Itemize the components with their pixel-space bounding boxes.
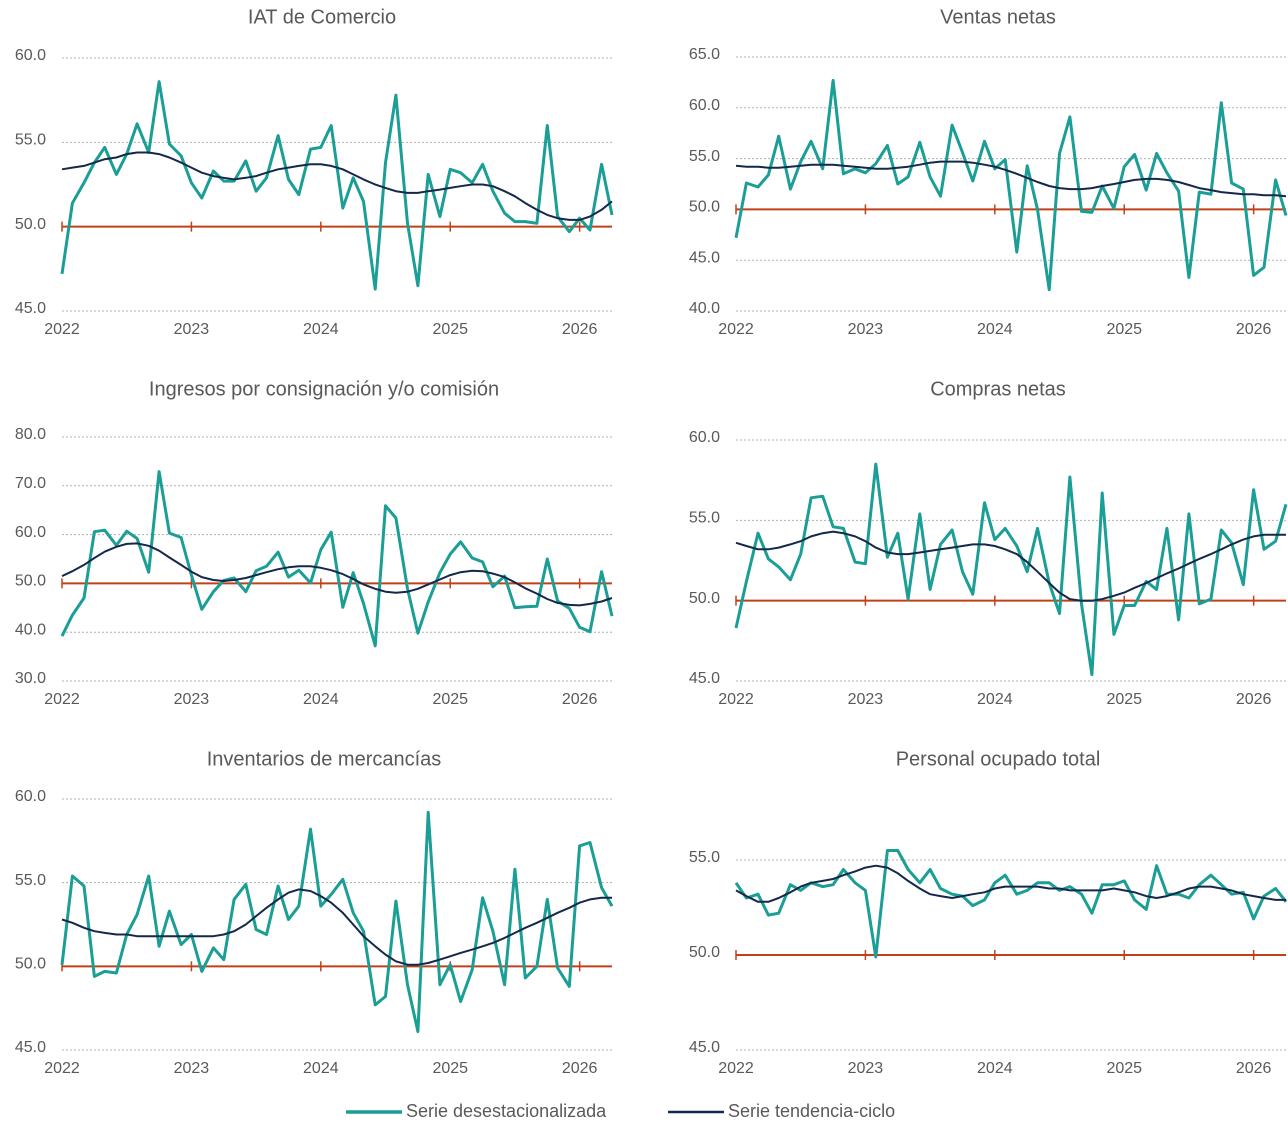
chart-title: IAT de Comercio bbox=[248, 6, 396, 28]
y-tick-label: 60.0 bbox=[15, 788, 46, 805]
series-line bbox=[734, 462, 1288, 677]
x-tick-label: 2026 bbox=[562, 321, 598, 338]
x-tick-label: 2025 bbox=[432, 321, 468, 338]
y-tick-label: 45.0 bbox=[15, 300, 46, 317]
series-line bbox=[60, 470, 614, 648]
series-line bbox=[60, 810, 614, 1034]
y-tick-label: 70.0 bbox=[15, 475, 46, 492]
x-tick-label: 2023 bbox=[848, 1060, 884, 1077]
x-tick-label: 2024 bbox=[303, 321, 339, 338]
x-tick-label: 2025 bbox=[1106, 1060, 1142, 1077]
chart-title: Ingresos por consignación y/o comisión bbox=[149, 378, 499, 400]
y-tick-label: 50.0 bbox=[689, 944, 720, 961]
series-line bbox=[735, 864, 1286, 903]
x-tick-label: 2026 bbox=[562, 691, 598, 708]
x-tick-label: 2023 bbox=[174, 321, 210, 338]
y-tick-label: 45.0 bbox=[689, 249, 720, 266]
y-tick-label: 60.0 bbox=[15, 524, 46, 541]
legend: Serie desestacionalizada Serie tendencia-… bbox=[346, 1101, 895, 1121]
legend-label: Serie desestacionalizada bbox=[406, 1101, 607, 1121]
x-tick-label: 2025 bbox=[432, 691, 468, 708]
y-tick-label: 50.0 bbox=[15, 216, 46, 233]
x-tick-label: 2026 bbox=[1236, 321, 1272, 338]
y-tick-label: 45.0 bbox=[689, 1039, 720, 1056]
line-chart: Inventarios de mercancías 45.0 50.0 55.0 60.… bbox=[15, 748, 614, 1077]
x-tick-label: 2022 bbox=[44, 321, 80, 338]
y-tick-label: 55.0 bbox=[15, 132, 46, 149]
x-tick-label: 2024 bbox=[303, 691, 339, 708]
chart-title: Compras netas bbox=[930, 378, 1066, 400]
x-tick-label: 2025 bbox=[1106, 691, 1142, 708]
x-tick-label: 2025 bbox=[432, 1060, 468, 1077]
x-tick-label: 2023 bbox=[174, 691, 210, 708]
x-tick-label: 2023 bbox=[848, 691, 884, 708]
x-tick-label: 2022 bbox=[718, 321, 754, 338]
chart-title: Inventarios de mercancías bbox=[207, 748, 442, 770]
y-tick-label: 45.0 bbox=[15, 1039, 46, 1056]
y-tick-label: 40.0 bbox=[15, 621, 46, 638]
series-line bbox=[735, 160, 1287, 198]
y-tick-label: 80.0 bbox=[15, 426, 46, 443]
y-tick-label: 50.0 bbox=[15, 956, 46, 973]
line-chart: Compras netas 45.0 50.0 55.0 60.0 2022 2023 202… bbox=[689, 378, 1288, 708]
y-tick-label: 65.0 bbox=[689, 46, 720, 63]
y-tick-label: 55.0 bbox=[689, 510, 720, 527]
y-tick-label: 60.0 bbox=[15, 47, 46, 64]
x-tick-label: 2026 bbox=[1236, 691, 1272, 708]
chart-title: Personal ocupado total bbox=[896, 748, 1101, 770]
series-line bbox=[61, 888, 612, 966]
x-tick-label: 2026 bbox=[1236, 1060, 1272, 1077]
y-tick-label: 55.0 bbox=[15, 872, 46, 889]
x-tick-label: 2024 bbox=[303, 1060, 339, 1077]
x-tick-label: 2024 bbox=[977, 691, 1013, 708]
y-tick-label: 55.0 bbox=[689, 148, 720, 165]
y-tick-label: 50.0 bbox=[689, 590, 720, 607]
line-chart: Ingresos por consignación y/o comisión 30… bbox=[15, 378, 614, 708]
legend-label: Serie tendencia-ciclo bbox=[728, 1101, 895, 1121]
series-line bbox=[735, 530, 1286, 602]
x-tick-label: 2022 bbox=[44, 1060, 80, 1077]
line-chart: Ventas netas 40.0 45.0 50.0 55.0 60.0 65.0 2022… bbox=[689, 6, 1288, 338]
x-tick-label: 2022 bbox=[44, 691, 80, 708]
x-tick-label: 2024 bbox=[977, 1060, 1013, 1077]
series-line bbox=[60, 80, 614, 291]
x-tick-label: 2024 bbox=[977, 321, 1013, 338]
y-tick-label: 50.0 bbox=[689, 199, 720, 216]
series-line bbox=[61, 542, 613, 607]
line-chart: Personal ocupado total 45.0 50.0 55.0 2022 20… bbox=[689, 748, 1288, 1077]
series-line bbox=[734, 78, 1288, 292]
y-tick-label: 45.0 bbox=[689, 670, 720, 687]
x-tick-label: 2022 bbox=[718, 691, 754, 708]
chart-title: Ventas netas bbox=[940, 6, 1056, 28]
x-tick-label: 2023 bbox=[848, 321, 884, 338]
y-tick-label: 40.0 bbox=[689, 300, 720, 317]
y-tick-label: 60.0 bbox=[689, 429, 720, 446]
y-tick-label: 60.0 bbox=[689, 97, 720, 114]
series-line bbox=[61, 151, 613, 221]
y-tick-label: 55.0 bbox=[689, 849, 720, 866]
x-tick-label: 2023 bbox=[174, 1060, 210, 1077]
y-tick-label: 50.0 bbox=[15, 573, 46, 590]
series-line bbox=[734, 849, 1288, 959]
line-chart: IAT de Comercio 45.0 50.0 55.0 60.0 2022 2023 2… bbox=[15, 6, 614, 338]
x-tick-label: 2025 bbox=[1106, 321, 1142, 338]
x-tick-label: 2022 bbox=[718, 1060, 754, 1077]
y-tick-label: 30.0 bbox=[15, 670, 46, 687]
x-tick-label: 2026 bbox=[562, 1060, 598, 1077]
